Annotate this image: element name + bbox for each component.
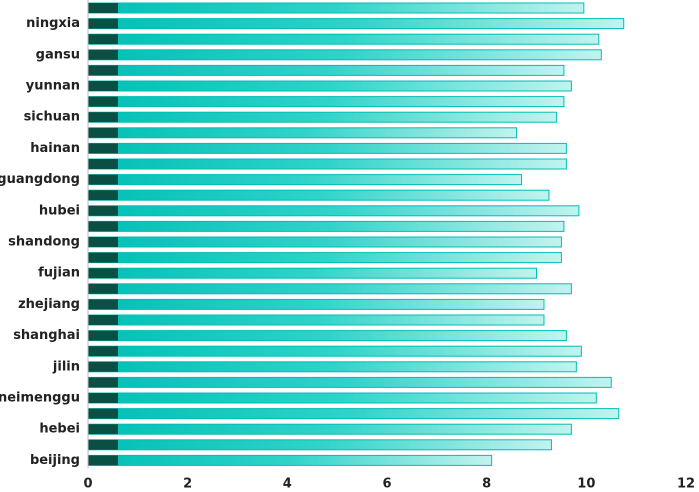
x-tick-label: 0 — [83, 477, 92, 492]
bar-shade — [88, 424, 118, 435]
y-tick-label: ningxia — [26, 16, 80, 31]
bar-shade — [88, 393, 118, 403]
bar-shade — [88, 96, 118, 107]
x-tick-label: 8 — [482, 477, 491, 492]
bar — [87, 345, 582, 357]
bar-shade — [88, 439, 118, 450]
bar — [87, 439, 552, 451]
bar — [87, 283, 572, 295]
y-tick-label: zhejiang — [18, 297, 80, 312]
bar-shade — [88, 283, 118, 294]
bar-shade — [88, 252, 118, 263]
bar — [87, 252, 562, 264]
bar-shade — [88, 143, 118, 154]
bar-shade — [88, 268, 118, 279]
y-tick-label: sichuan — [24, 110, 80, 125]
bar — [87, 2, 585, 14]
bar-shade — [88, 34, 118, 45]
bar — [87, 111, 557, 123]
y-tick-label: hebei — [39, 422, 80, 437]
bar-shade — [88, 190, 118, 201]
bar — [87, 408, 620, 420]
x-tick-label: 10 — [577, 477, 595, 492]
bar-shade — [88, 205, 118, 216]
bar-shade — [88, 174, 118, 185]
bar — [87, 158, 567, 170]
y-tick-label: hainan — [30, 141, 80, 156]
x-tick-label: 6 — [382, 477, 391, 492]
bar-shade — [88, 408, 118, 419]
bar — [87, 64, 565, 76]
y-tick-label: beijing — [30, 453, 80, 468]
bar-shade — [88, 377, 118, 388]
y-tick-label: hubei — [39, 203, 80, 218]
bar — [87, 174, 523, 186]
bar-shade — [88, 112, 118, 123]
bar-shade — [88, 159, 118, 169]
bar — [87, 361, 577, 373]
x-tick-label: 4 — [283, 477, 292, 492]
bar-shade — [88, 237, 118, 247]
bar — [87, 96, 565, 108]
y-tick-label: fujian — [38, 266, 80, 281]
bar-shade — [88, 221, 118, 232]
bar-shade — [88, 361, 118, 372]
bar — [87, 33, 600, 45]
bar — [87, 205, 580, 217]
bar — [87, 127, 518, 139]
bar — [87, 423, 572, 435]
bar — [87, 18, 625, 30]
y-tick-label: guangdong — [0, 172, 80, 187]
bar-shade — [88, 127, 118, 138]
y-tick-label: neimenggu — [0, 391, 80, 406]
bar-shade — [88, 346, 118, 357]
bar-shade — [88, 299, 118, 310]
bar — [87, 220, 565, 232]
bar-shade — [88, 315, 118, 325]
bar — [87, 49, 602, 61]
x-tick-label: 2 — [183, 477, 192, 492]
bar-shade — [88, 49, 118, 60]
bar — [87, 267, 537, 279]
bar — [87, 298, 545, 310]
y-tick-label: jilin — [52, 359, 80, 374]
bar — [87, 376, 612, 388]
x-tick-label: 12 — [677, 477, 695, 492]
bar — [87, 314, 545, 326]
bar — [87, 330, 567, 342]
bar-shade — [88, 81, 118, 91]
bar — [87, 454, 493, 466]
bar-shade — [88, 3, 118, 13]
bar — [87, 80, 572, 92]
bar — [87, 189, 550, 201]
y-tick-label: yunnan — [26, 79, 80, 94]
bar-shade — [88, 330, 118, 341]
y-tick-label: gansu — [36, 47, 80, 62]
bar-shade — [88, 18, 118, 29]
bar — [87, 392, 597, 404]
y-tick-label: shandong — [8, 235, 80, 250]
bar — [87, 236, 562, 248]
y-tick-label: shanghai — [13, 328, 80, 343]
bar — [87, 142, 567, 154]
bar-shade — [88, 455, 118, 466]
bar-shade — [88, 65, 118, 76]
